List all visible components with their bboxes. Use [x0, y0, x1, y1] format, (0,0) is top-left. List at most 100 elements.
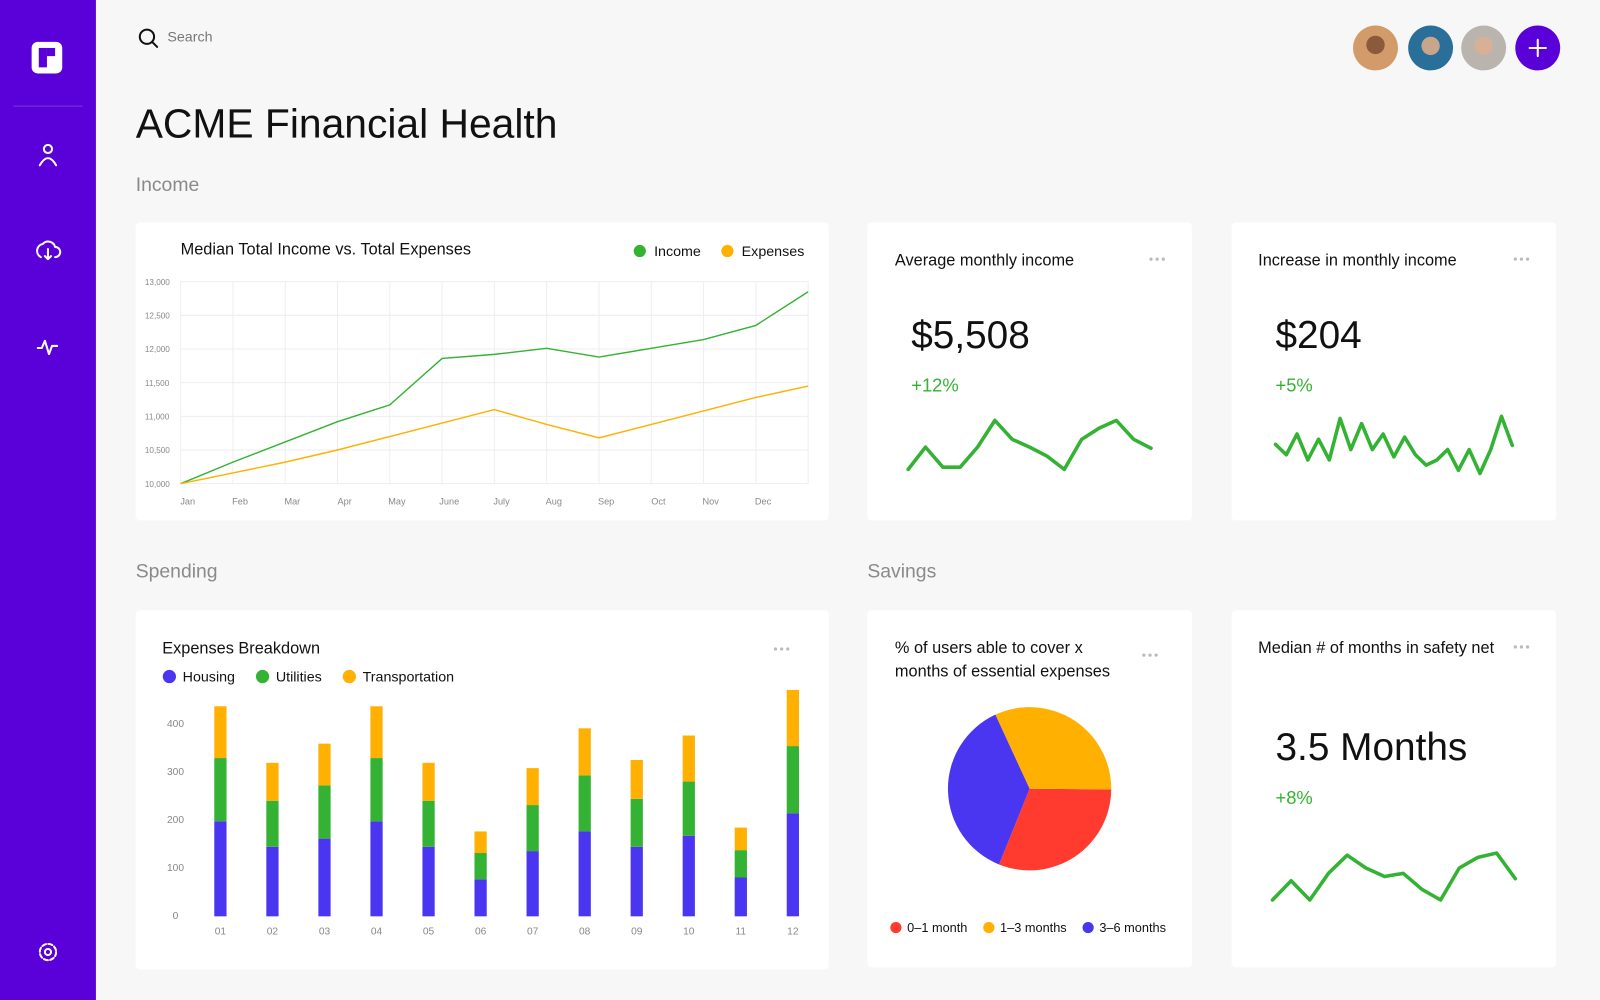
- legend-label: Income: [654, 244, 701, 260]
- section-label: Spending: [136, 561, 218, 583]
- x-tick-label: 08: [579, 926, 591, 937]
- card-menu[interactable]: [1149, 257, 1165, 261]
- bar-segment: [526, 851, 539, 917]
- y-tick-label: 11,500: [145, 379, 170, 388]
- y-tick-label: 12,500: [145, 311, 170, 320]
- sparkline: [1270, 851, 1518, 902]
- x-tick-label: 10: [683, 926, 695, 937]
- x-tick-label: Nov: [703, 496, 720, 506]
- x-tick-label: 01: [215, 926, 227, 937]
- bar-segment: [422, 762, 435, 801]
- section-label: Income: [136, 174, 200, 196]
- x-tick-label: July: [493, 496, 510, 506]
- y-tick-label: 10,500: [145, 446, 170, 455]
- nav-activity[interactable]: [36, 339, 59, 356]
- legend-label: Utilities: [276, 669, 322, 685]
- bar-segment: [734, 850, 747, 878]
- legend-label: Transportation: [363, 669, 454, 685]
- bar-segment: [214, 821, 227, 917]
- card-title: Average monthly income: [895, 252, 1074, 270]
- nav-settings[interactable]: [38, 942, 58, 962]
- kpi-value: 3.5 Months: [1276, 726, 1468, 769]
- x-tick-label: 02: [267, 926, 279, 937]
- bar-segment: [630, 798, 643, 847]
- x-tick-label: Feb: [232, 496, 248, 506]
- logo-mark: [46, 47, 56, 57]
- bar-segment: [370, 758, 383, 822]
- pie-slice: [995, 707, 1112, 790]
- x-tick-label: 11: [736, 926, 747, 937]
- bar-segment: [318, 785, 331, 839]
- x-tick-label: Sep: [598, 496, 614, 506]
- bar-segment: [526, 805, 539, 852]
- card-menu[interactable]: [1513, 257, 1530, 261]
- x-tick-label: Mar: [284, 496, 300, 506]
- bar-segment: [682, 835, 695, 917]
- kpi-value: $5,508: [911, 314, 1030, 357]
- kpi-change: +8%: [1276, 787, 1313, 808]
- bar-segment: [786, 689, 799, 747]
- y-tick-label: 11,000: [145, 413, 170, 422]
- legend-label: 0–1 month: [907, 920, 967, 935]
- y-tick-label: 13,000: [145, 278, 170, 287]
- sparkline: [1273, 414, 1515, 476]
- bar-segment: [474, 879, 487, 917]
- search[interactable]: Search: [138, 28, 213, 48]
- legend-swatch: [1082, 921, 1094, 934]
- card: [135, 610, 829, 970]
- card-menu[interactable]: [1513, 645, 1530, 649]
- chart-title-box: % of users able to cover x months of ess…: [894, 639, 1110, 681]
- bar-segment: [630, 759, 643, 799]
- y-tick-label: 200: [167, 815, 184, 826]
- bar-segment: [682, 735, 695, 782]
- x-tick-label: 03: [319, 926, 331, 937]
- y-tick-label: 400: [167, 719, 184, 730]
- pie-slice: [999, 788, 1112, 871]
- x-tick-label: June: [439, 496, 459, 506]
- card-menu[interactable]: [773, 647, 790, 651]
- logo[interactable]: [31, 41, 63, 74]
- logo-mark: [38, 47, 47, 68]
- x-tick-label: Aug: [546, 496, 562, 506]
- section-label: Savings: [867, 561, 936, 583]
- card: [867, 222, 1192, 521]
- y-tick-label: 100: [167, 863, 184, 874]
- chart-title: Median Total Income vs. Total Expenses: [181, 240, 471, 258]
- pie-slice: [947, 714, 1030, 865]
- search-icon: [151, 40, 159, 48]
- bar-segment: [214, 758, 227, 822]
- legend-label: Housing: [183, 669, 235, 685]
- x-tick-label: 07: [527, 926, 539, 937]
- bar-segment: [370, 821, 383, 917]
- bar-segment: [318, 838, 331, 917]
- card-title: Increase in monthly income: [1258, 252, 1457, 270]
- nav-user[interactable]: [38, 143, 58, 167]
- card: [1231, 610, 1557, 968]
- bar-segment: [474, 831, 487, 854]
- legend-swatch: [633, 244, 646, 258]
- card-title-box: Median # of months in safety net: [1258, 639, 1495, 658]
- page-title: ACME Financial Health: [136, 100, 558, 146]
- avatar-face: [1474, 36, 1493, 56]
- bar-segment: [578, 775, 591, 832]
- bar-segment: [786, 746, 799, 814]
- card-title: Median # of months in safety net: [1258, 639, 1495, 658]
- chart-title: % of users able to cover x months of ess…: [894, 639, 1110, 681]
- bar-segment: [526, 768, 539, 806]
- bar-segment: [318, 743, 331, 786]
- bar-segment: [266, 800, 279, 847]
- search-icon: [138, 28, 156, 45]
- x-tick-label: 05: [423, 926, 435, 937]
- card-menu[interactable]: [1142, 653, 1158, 657]
- sparkline: [906, 418, 1153, 472]
- card: [135, 222, 829, 521]
- nav-download[interactable]: [36, 240, 62, 261]
- bar-segment: [786, 813, 799, 917]
- legend-swatch: [342, 669, 356, 684]
- kpi-value: $204: [1276, 314, 1362, 357]
- x-tick-label: 06: [475, 926, 487, 937]
- legend-label: Expenses: [742, 244, 805, 260]
- legend-label: 3–6 months: [1099, 920, 1166, 935]
- bar-segment: [734, 877, 747, 917]
